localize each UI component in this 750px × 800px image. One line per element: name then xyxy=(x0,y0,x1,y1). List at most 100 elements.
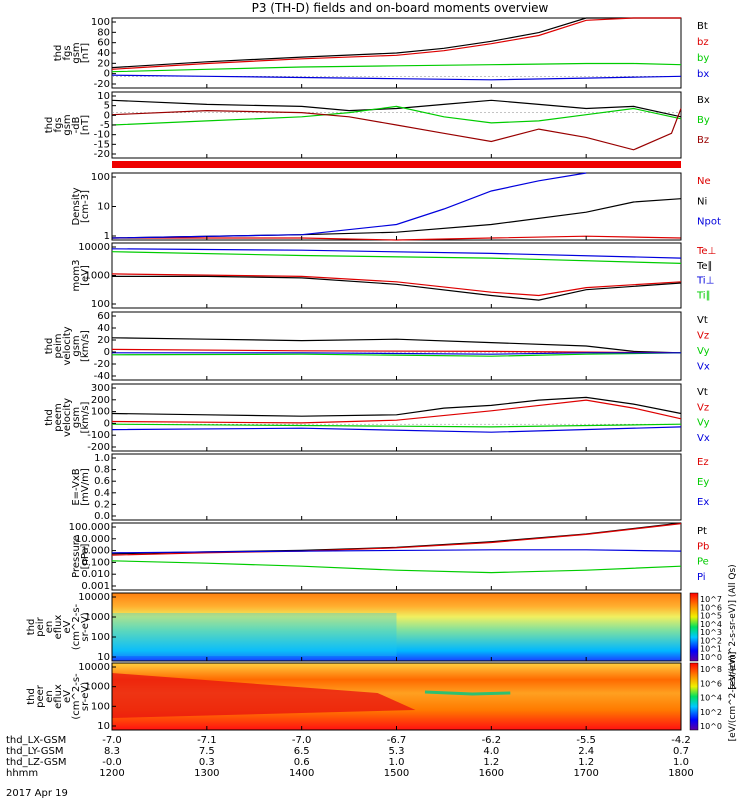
legend-Pi: Pi xyxy=(697,572,706,583)
x-row-value: 1500 xyxy=(384,768,409,779)
y-tick-label: 100 xyxy=(91,407,110,418)
y-axis-label: eflux xyxy=(53,615,64,640)
y-axis-label: peem xyxy=(53,403,64,431)
y-tick-label: -15 xyxy=(94,139,110,150)
density-frame xyxy=(111,172,682,241)
colorbar-tick-label: 10^4 xyxy=(700,620,722,629)
series-Vt xyxy=(111,337,682,354)
y-axis-label: en xyxy=(44,621,55,634)
y-tick-label: 10000 xyxy=(78,242,110,253)
y-axis-label: thd xyxy=(26,619,37,636)
series-By xyxy=(111,105,682,126)
y-axis-label: thd xyxy=(44,117,55,134)
y-axis-label: [km/s] xyxy=(80,401,91,433)
x-row-value: -6.2 xyxy=(482,735,502,746)
y-axis-label: [eV] xyxy=(80,265,91,286)
y-tick-label: 1000 xyxy=(85,612,110,623)
y-tick-label: 10 xyxy=(97,91,110,102)
y-axis-label: sr-eV) xyxy=(80,682,91,711)
series-Vx xyxy=(112,352,681,355)
y-tick-label: 5 xyxy=(104,101,110,112)
peem_velocity-frame xyxy=(111,383,682,452)
y-tick-label: 40 xyxy=(97,323,110,334)
y-tick-label: 0.010 xyxy=(81,569,110,580)
y-tick-label: 100 xyxy=(91,632,110,643)
y-tick-label: -20 xyxy=(94,79,110,90)
efield-frame xyxy=(111,453,682,521)
legend-Vz: Vz xyxy=(697,402,709,413)
legend-Bt: Bt xyxy=(697,21,708,32)
y-axis-label: fgs xyxy=(62,45,73,60)
legend-by: by xyxy=(697,53,709,64)
colorbar-tick-label: 10^8 xyxy=(700,665,722,674)
colorbar-tick-label: 10^3 xyxy=(700,628,722,637)
colorbar-tick-label: 10^0 xyxy=(700,653,722,662)
figure-title: P3 (TH-D) fields and on-board moments ov… xyxy=(252,1,549,15)
x-row-value: -0.0 xyxy=(102,757,122,768)
peer_spectrogram-colorbar xyxy=(689,662,699,731)
x-row-label: hhmm xyxy=(6,768,38,779)
series-Npot xyxy=(111,172,587,239)
y-axis-label: gsm xyxy=(71,407,82,428)
legend-Vt: Vt xyxy=(697,387,708,398)
x-row-value: 6.5 xyxy=(294,746,310,757)
y-axis-label: peim xyxy=(53,333,64,358)
y-tick-label: 10000 xyxy=(78,662,110,673)
x-row-value: -7.0 xyxy=(102,735,122,746)
y-tick-label: 0 xyxy=(104,418,110,429)
y-tick-label: 200 xyxy=(91,395,110,406)
y-tick-label: 10.000 xyxy=(75,534,110,545)
y-axis-label: sr-eV) xyxy=(80,612,91,641)
y-axis-label: thd xyxy=(26,688,37,705)
legend-Ez: Ez xyxy=(697,457,709,468)
y-axis-label: [nPa] xyxy=(80,543,91,569)
x-row-label: thd_LZ-GSM xyxy=(6,757,67,768)
y-tick-label: 1.000 xyxy=(81,546,110,557)
y-tick-label: 100 xyxy=(91,172,110,183)
series-Pb xyxy=(111,523,682,556)
legend-Bx: Bx xyxy=(697,95,710,106)
y-axis-label: [km/s] xyxy=(80,330,91,362)
date-label: 2017 Apr 19 xyxy=(6,788,68,799)
y-tick-label: 0.2 xyxy=(94,499,110,510)
legend-Vx: Vx xyxy=(697,433,710,444)
x-row-value: 1400 xyxy=(289,768,314,779)
panel-density: 100 10 1 Density[cm-3] Ne Ni Npot xyxy=(71,172,721,242)
series-Bt xyxy=(111,17,681,69)
y-tick-label: 20 xyxy=(97,335,110,346)
y-axis-label: velocity xyxy=(62,326,73,365)
series-Ti∥ xyxy=(111,251,682,264)
legend-Bz: Bz xyxy=(697,135,709,146)
y-axis-label: [cm-3] xyxy=(80,190,91,223)
x-axis-annotations: thd_LX-GSM -7.0 -7.1 -7.0 -6.7 -6.2 -5.5 -4.2 th… xyxy=(6,735,694,779)
x-row-value: 1.0 xyxy=(673,757,689,768)
series-by xyxy=(111,62,682,73)
y-tick-label: 10 xyxy=(97,652,110,663)
peer-edge-feature xyxy=(424,690,511,696)
y-axis-label: eV xyxy=(62,690,73,703)
y-axis-label: gsm xyxy=(71,42,82,63)
legend-Pb: Pb xyxy=(697,541,709,552)
y-tick-label: 60 xyxy=(97,311,110,322)
colorbar-label: [eV/(cm^2-s-sr-eV)] xyxy=(728,652,738,742)
y-axis-label: Density xyxy=(71,187,82,225)
panel-peir_spectrogram: 10^710^610^510^410^310^210^110^0 [eV/(cm^… xyxy=(26,564,738,689)
x-row-value: -4.2 xyxy=(671,735,691,746)
legend-Pt: Pt xyxy=(697,526,707,537)
series-Ne xyxy=(112,235,682,241)
legend-Te∥: Te∥ xyxy=(696,261,713,272)
colorbar-tick-label: 10^0 xyxy=(700,722,722,731)
x-row-value: 0.7 xyxy=(673,746,689,757)
peer-hot-band xyxy=(112,673,416,718)
y-tick-label: 300 xyxy=(91,383,110,394)
y-axis-label: -dB xyxy=(71,116,82,133)
y-axis-label: [nT] xyxy=(80,115,91,135)
peir_spectrogram-image xyxy=(112,593,681,661)
legend-Vx: Vx xyxy=(697,362,710,373)
legend-Ti⊥: Ti⊥ xyxy=(696,276,714,287)
x-row-value: 7.5 xyxy=(199,746,215,757)
legend-Npot: Npot xyxy=(697,217,721,228)
x-row-value: 5.3 xyxy=(389,746,405,757)
